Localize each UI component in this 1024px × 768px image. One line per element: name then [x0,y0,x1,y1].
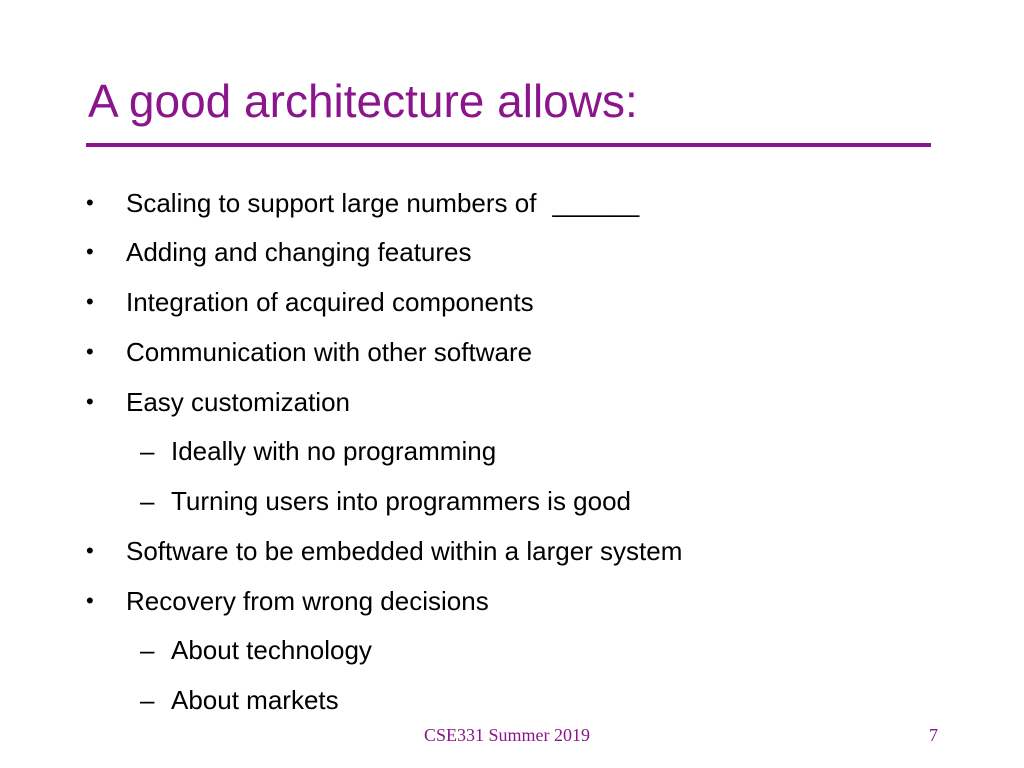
title-underline [86,143,931,147]
footer-course-label: CSE331 Summer 2019 [424,725,591,745]
sub-bullet-marker: – [140,435,155,466]
bullet-item-features: • Adding and changing features [86,234,472,270]
sub-bullet-marker: – [140,485,155,516]
fill-in-blank: ______ [552,187,640,218]
sub-bullet-item-no-programming: – Ideally with no programming [140,433,496,469]
bullet-item-recovery: • Recovery from wrong decisions [86,583,489,619]
sub-bullet-item-technology: – About technology [140,632,372,668]
bullet-marker: • [86,389,94,414]
bullet-text: Recovery from wrong decisions [126,585,489,616]
sub-bullet-text: Ideally with no programming [171,435,497,466]
bullet-text: Scaling to support large numbers of [126,187,537,218]
sub-bullet-item-users-programmers: – Turning users into programmers is good [140,483,631,519]
sub-bullet-marker: – [140,634,155,665]
bullet-marker: • [86,239,94,264]
bullet-item-customization: • Easy customization [86,384,350,420]
bullet-text: Software to be embedded within a larger … [126,535,683,566]
sub-bullet-text: Turning users into programmers is good [171,485,632,516]
bullet-text: Integration of acquired components [126,286,534,317]
bullet-marker: • [86,339,94,364]
bullet-text: Communication with other software [126,336,533,367]
bullet-marker: • [86,190,94,215]
bullet-marker: • [86,588,94,613]
bullet-marker: • [86,538,94,563]
bullet-item-integration: • Integration of acquired components [86,284,534,320]
bullet-item-embedded: • Software to be embedded within a large… [86,533,682,569]
sub-bullet-text: About markets [171,684,339,715]
slide-page-number: 7 [929,725,938,745]
sub-bullet-text: About technology [171,634,372,665]
bullet-text: Adding and changing features [126,236,472,267]
bullet-item-communication: • Communication with other software [86,334,532,370]
sub-bullet-item-markets: – About markets [140,682,339,718]
sub-bullet-marker: – [140,684,155,715]
bullet-marker: • [86,289,94,314]
slide-title: A good architecture allows: [88,75,638,127]
bullet-item-scaling: • Scaling to support large numbers of __… [86,185,639,221]
bullet-text: Easy customization [126,386,350,417]
